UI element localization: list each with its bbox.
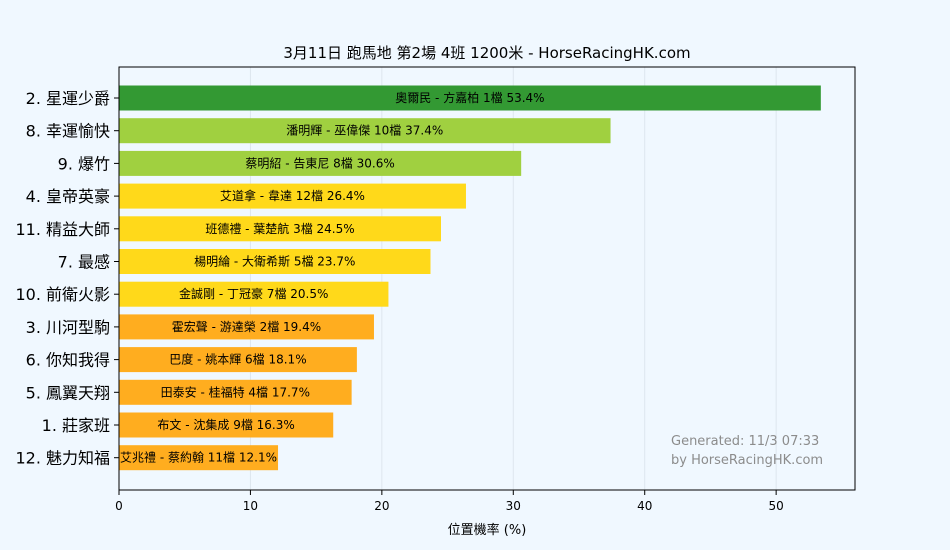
x-tick-label: 0: [115, 499, 123, 513]
bar: [119, 249, 431, 274]
x-axis-title: 位置機率 (%): [448, 522, 527, 538]
bar-label: 班德禮 - 葉楚航 3檔 24.5%: [205, 221, 354, 236]
bars: [119, 85, 821, 471]
bar-label: 田泰安 - 桂福特 4檔 17.7%: [161, 384, 310, 399]
source-note: by HorseRacingHK.com: [671, 453, 823, 468]
bar-label: 布文 - 沈集成 9檔 16.3%: [157, 417, 294, 432]
y-tick-label: 10. 前衛火影: [15, 285, 110, 304]
bar-label: 霍宏聲 - 游達榮 2檔 19.4%: [172, 319, 321, 334]
bar-label: 蔡明紹 - 告東尼 8檔 30.6%: [245, 156, 394, 170]
bar: [119, 445, 279, 471]
bar-label: 潘明輝 - 巫偉傑 10檔 37.4%: [286, 124, 443, 138]
bar: [119, 216, 441, 242]
y-tick-label: 6. 你知我得: [26, 351, 110, 370]
bar-label: 金誠剛 - 丁冠豪 7檔 20.5%: [179, 286, 328, 301]
y-tick-label: 7. 最感: [58, 253, 110, 272]
x-tick-label: 10: [243, 499, 258, 513]
bar: [119, 183, 466, 209]
x-tick-label: 40: [637, 499, 652, 513]
y-tick-label: 5. 鳳翼天翔: [26, 383, 110, 402]
bar: [119, 412, 334, 438]
y-tick-label: 8. 幸運愉快: [26, 122, 110, 141]
bar: [119, 118, 611, 144]
y-tick-label: 11. 精益大師: [15, 220, 110, 239]
y-tick-label: 9. 爆竹: [58, 154, 110, 173]
bar-labels: 奧爾民 - 方嘉柏 1檔 53.4% 潘明輝 - 巫偉傑 10檔 37.4% 蔡明紹…: [120, 90, 545, 465]
bar: [119, 281, 389, 307]
bar: [119, 379, 352, 405]
plot-frame: [118, 66, 856, 491]
x-tick-label: 50: [769, 499, 784, 513]
y-tick-label: 1. 莊家班: [42, 416, 110, 435]
bar-label: 艾兆禮 - 蔡約翰 11檔 12.1%: [120, 450, 277, 465]
y-tick-label: 12. 魅力知福: [15, 449, 110, 468]
y-axis-labels: 2. 星運少爵 8. 幸運愉快 9. 爆竹 4. 皇帝英豪 11. 精益大師 7. 最感 1…: [15, 89, 119, 468]
bar: [119, 150, 522, 176]
bar-label: 巴度 - 姚本輝 6檔 18.1%: [169, 352, 306, 367]
bar: [119, 347, 357, 373]
bar-label: 艾道拿 - 韋達 12檔 26.4%: [220, 188, 365, 203]
bar-label: 奧爾民 - 方嘉柏 1檔 53.4%: [395, 90, 544, 105]
x-tick-label: 20: [374, 499, 389, 513]
x-tick-label: 30: [506, 499, 521, 513]
y-tick-label: 2. 星運少爵: [26, 89, 110, 108]
generated-note: Generated: 11/3 07:33: [671, 434, 819, 449]
y-tick-label: 3. 川河型駒: [26, 318, 110, 337]
bar-label: 楊明綸 - 大衛希斯 5檔 23.7%: [194, 254, 355, 269]
x-axis-ticks: 0 10 20 30 40 50: [115, 490, 784, 513]
bar: [119, 314, 374, 340]
y-tick-label: 4. 皇帝英豪: [26, 187, 110, 206]
bar: [119, 85, 821, 111]
chart-title: 3月11日 跑馬地 第2場 4班 1200米 - HorseRacingHK.c…: [283, 44, 690, 62]
